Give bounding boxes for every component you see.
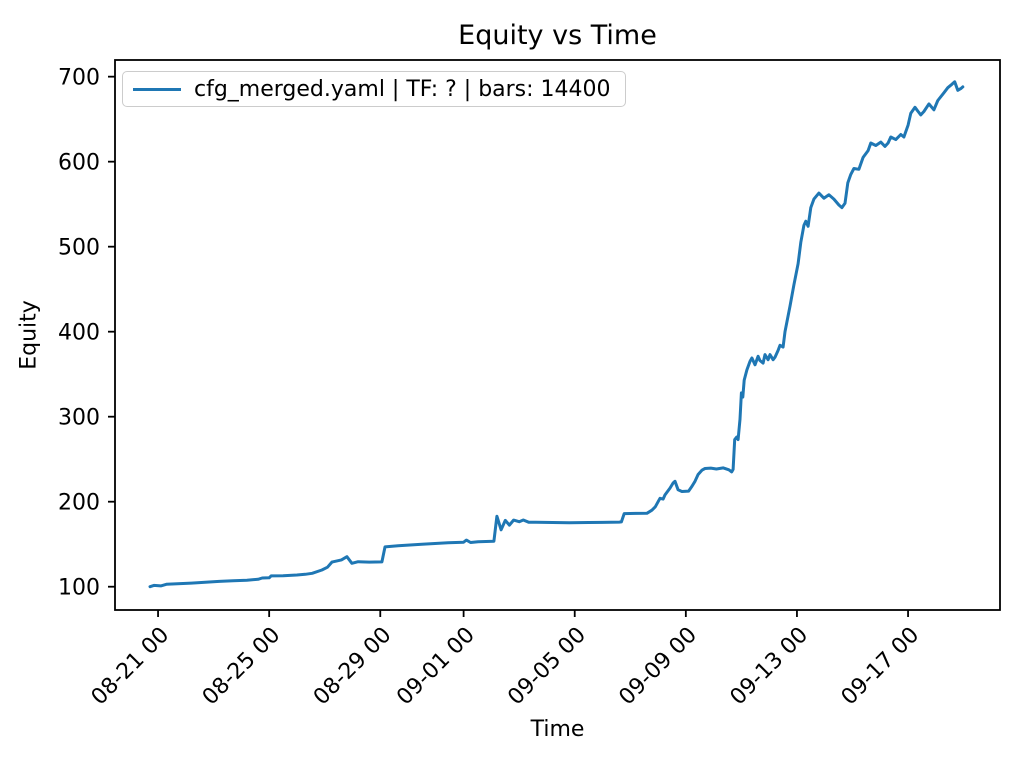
x-axis-tick-label: 09-17 00: [837, 623, 925, 711]
axes-border: [114, 59, 1001, 611]
x-axis-tick-label: 09-09 00: [614, 623, 702, 711]
y-axis-tick-label: 700: [58, 66, 100, 91]
y-axis-tick-label: 400: [58, 321, 100, 346]
legend-line-swatch: [133, 87, 181, 91]
legend: cfg_merged.yaml | TF: ? | bars: 14400: [122, 71, 626, 107]
equity-line: [148, 80, 965, 589]
x-axis-tick-label: 09-05 00: [503, 623, 591, 711]
x-axis-tick-label: 08-29 00: [309, 623, 397, 711]
y-axis-tick-label: 500: [58, 236, 100, 261]
y-axis-tick-label: 300: [58, 406, 100, 431]
y-axis-tick-label: 100: [58, 576, 100, 601]
x-axis-tick-label: 09-13 00: [726, 623, 814, 711]
y-axis-tick-label: 200: [58, 491, 100, 516]
chart-title: Equity vs Time: [458, 20, 657, 51]
y-axis-tick-label: 600: [58, 151, 100, 176]
legend-label: cfg_merged.yaml | TF: ? | bars: 14400: [194, 76, 611, 102]
x-axis-tick-label: 08-25 00: [198, 623, 286, 711]
x-axis-tick-label: 08-21 00: [87, 623, 175, 711]
x-axis-label: Time: [530, 717, 585, 742]
x-axis-tick-label: 09-01 00: [392, 623, 480, 711]
